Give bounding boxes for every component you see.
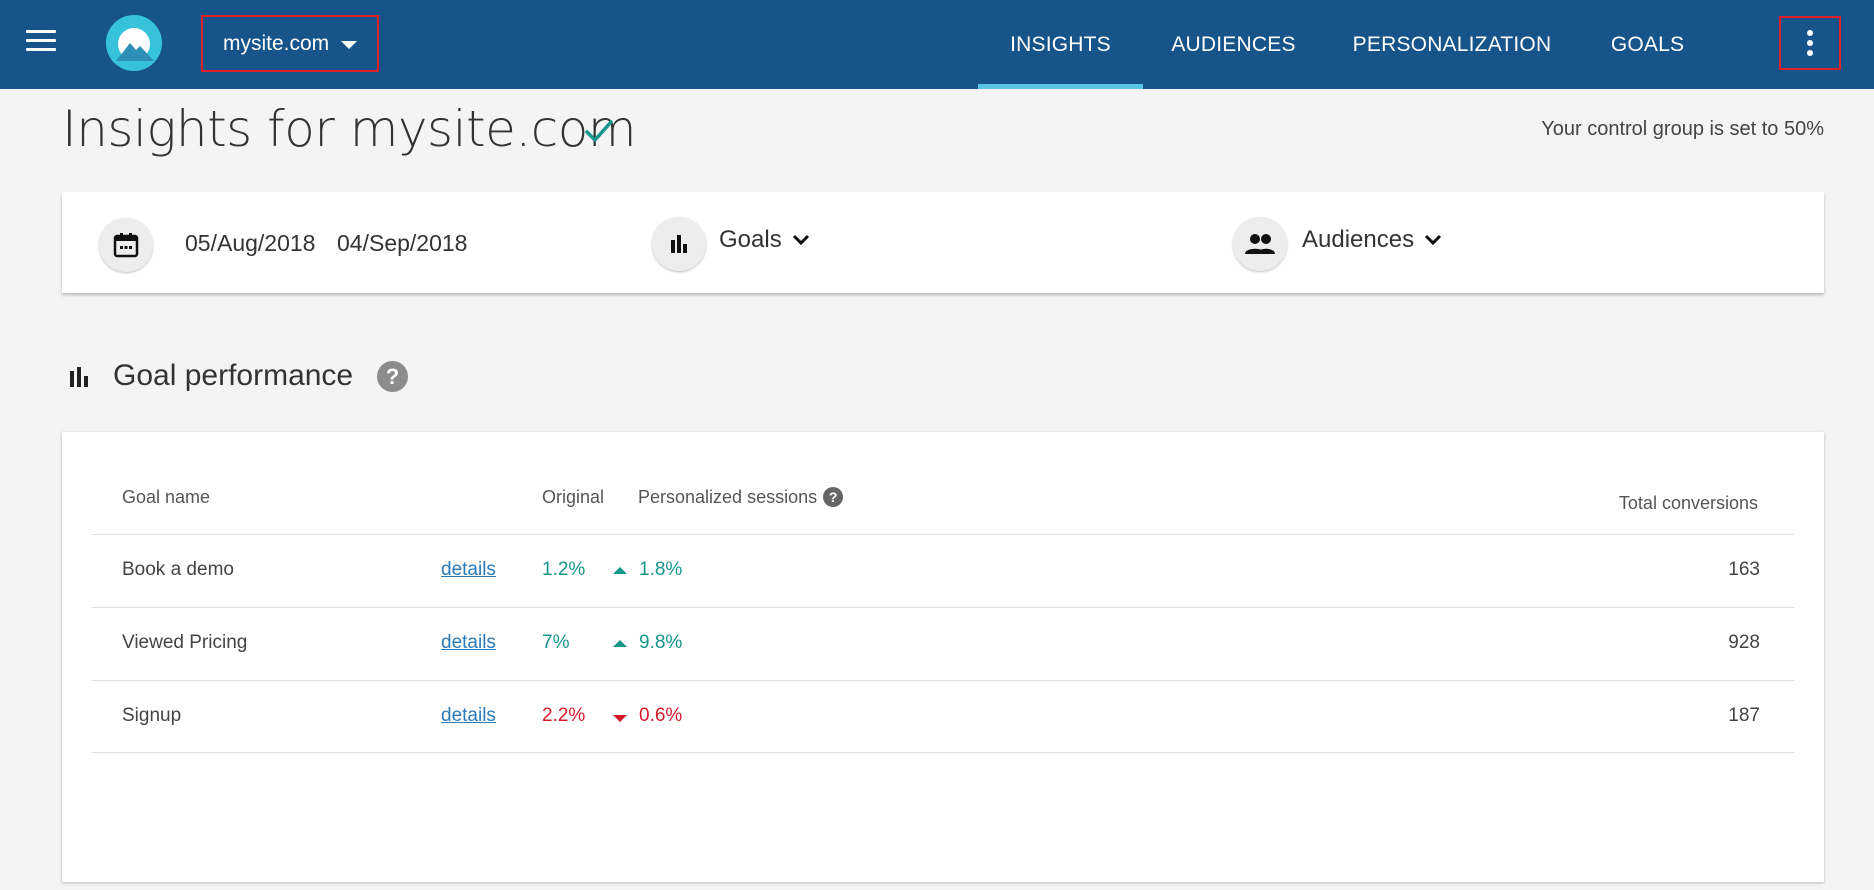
original-rate: 7%: [542, 632, 570, 653]
details-link[interactable]: details: [441, 705, 496, 726]
start-date[interactable]: 05/Aug/2018: [185, 230, 316, 256]
audiences-dropdown-label: Audiences: [1302, 226, 1415, 253]
goal-name: Book a demo: [122, 559, 234, 580]
details-link[interactable]: details: [441, 632, 496, 653]
personalized-rate: 1.8%: [639, 559, 683, 580]
column-header-personalized-label: Personalized sessions: [638, 487, 818, 507]
personalized-rate: 9.8%: [639, 632, 683, 653]
end-date[interactable]: 04/Sep/2018: [337, 230, 468, 256]
check-icon: [585, 120, 613, 142]
section-title: Goal performance: [113, 359, 354, 392]
bar-chart-icon: [70, 367, 88, 387]
goals-dropdown-label: Goals: [719, 226, 782, 253]
table-row: Book a demo details 1.2% 1.8% 163: [92, 534, 1794, 607]
goals-dropdown[interactable]: Goals: [719, 226, 810, 254]
goal-performance-table: Goal name Original Personalized sessions…: [62, 432, 1824, 882]
trend-up-icon: [613, 640, 627, 647]
goal-name: Signup: [122, 705, 182, 726]
tab-audiences[interactable]: AUDIENCES: [1165, 0, 1302, 89]
more-options-icon[interactable]: [1779, 16, 1841, 70]
bar-chart-icon[interactable]: [652, 217, 706, 271]
column-header-original: Original: [542, 487, 605, 507]
calendar-icon[interactable]: [99, 218, 153, 272]
top-bar: mysite.com INSIGHTS AUDIENCES PERSONALIZ…: [0, 0, 1874, 89]
column-header-total: Total conversions: [1618, 493, 1758, 513]
site-selector-label: mysite.com: [223, 31, 330, 55]
caret-down-icon: [341, 41, 358, 49]
chevron-down-icon: [1425, 234, 1442, 246]
total-conversions: 163: [1728, 559, 1760, 580]
help-icon[interactable]: ?: [823, 487, 844, 507]
tab-personalization[interactable]: PERSONALIZATION: [1352, 0, 1552, 89]
trend-up-icon: [613, 567, 627, 574]
page-title: Insights for mysite.com: [62, 100, 637, 158]
total-conversions: 187: [1728, 705, 1760, 726]
tab-insights-label: INSIGHTS: [1010, 32, 1111, 56]
tab-personalization-label: PERSONALIZATION: [1352, 32, 1552, 56]
goal-name: Viewed Pricing: [122, 632, 248, 653]
menu-icon[interactable]: [26, 30, 56, 54]
table-row: Signup details 2.2% 0.6% 187: [92, 680, 1794, 753]
control-group-note: Your control group is set to 50%: [1541, 118, 1824, 140]
people-icon[interactable]: [1233, 217, 1287, 271]
personalized-rate: 0.6%: [639, 705, 683, 726]
filter-bar: 05/Aug/2018 04/Sep/2018 Goals Audiences: [62, 192, 1824, 293]
tab-audiences-label: AUDIENCES: [1171, 32, 1296, 56]
site-selector[interactable]: mysite.com: [201, 15, 379, 72]
audiences-dropdown[interactable]: Audiences: [1302, 226, 1442, 254]
tab-goals[interactable]: GOALS: [1605, 0, 1690, 89]
app-logo[interactable]: [106, 15, 162, 71]
total-conversions: 928: [1728, 632, 1760, 653]
tab-insights[interactable]: INSIGHTS: [978, 0, 1143, 89]
details-link[interactable]: details: [441, 559, 496, 580]
trend-down-icon: [613, 715, 627, 722]
help-icon[interactable]: ?: [377, 361, 408, 392]
original-rate: 2.2%: [542, 705, 586, 726]
column-header-goal-name: Goal name: [122, 487, 211, 507]
column-header-personalized: Personalized sessions?: [638, 487, 844, 508]
table-row: Viewed Pricing details 7% 9.8% 928: [92, 607, 1794, 680]
original-rate: 1.2%: [542, 559, 586, 580]
tab-goals-label: GOALS: [1610, 32, 1685, 56]
chevron-down-icon: [792, 234, 809, 246]
